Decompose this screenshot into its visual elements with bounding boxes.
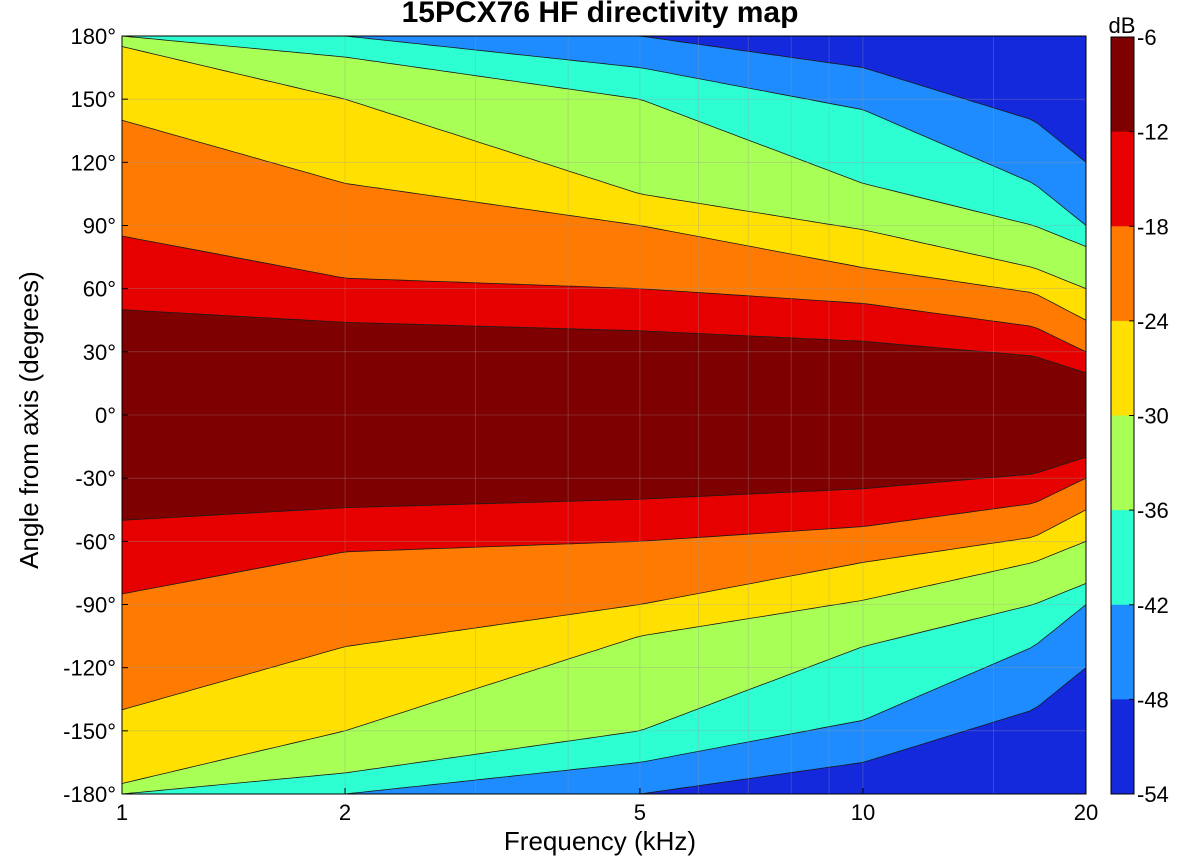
y-tick-label: -120° <box>63 656 116 681</box>
y-tick-label: -60° <box>75 529 116 554</box>
y-tick-label: 90° <box>83 214 116 239</box>
y-axis-label: Angle from axis (degrees) <box>14 271 44 569</box>
y-tick-label: -150° <box>63 719 116 744</box>
colorbar-tick-label: -48 <box>1137 687 1169 712</box>
y-tick-label: 0° <box>95 403 116 428</box>
plot-area <box>121 35 1087 795</box>
x-tick-label: 1 <box>116 800 128 825</box>
colorbar-segment <box>1111 415 1134 511</box>
y-tick-label: 150° <box>70 87 116 112</box>
x-tick-label: 20 <box>1074 800 1098 825</box>
colorbar-segment <box>1111 604 1134 700</box>
x-axis: 1 2 5 10 20 <box>116 788 1098 825</box>
colorbar-tick-label: -6 <box>1137 25 1157 50</box>
y-tick-label: 30° <box>83 340 116 365</box>
colorbar-segment <box>1111 37 1134 133</box>
x-tick-label: 5 <box>634 800 646 825</box>
colorbar-segment <box>1111 699 1134 795</box>
y-tick-label: -180° <box>63 782 116 807</box>
y-tick-label: 60° <box>83 277 116 302</box>
y-tick-label: 120° <box>70 150 116 175</box>
colorbar-segment <box>1111 320 1134 416</box>
colorbar-unit-label: dB <box>1109 13 1136 38</box>
grid-lines <box>122 36 1086 794</box>
colorbar-tick-label: -36 <box>1137 498 1169 523</box>
x-axis-label: Frequency (kHz) <box>504 826 696 856</box>
colorbar-tick-label: -12 <box>1137 120 1169 145</box>
colorbar-segment <box>1111 226 1134 322</box>
colorbar-tick-label: -54 <box>1137 782 1169 807</box>
colorbar-tick-label: -42 <box>1137 593 1169 618</box>
y-tick-label: 180° <box>70 24 116 49</box>
y-axis: 180° 150° 120° 90° 60° 30° 0° -30° -60° -90° -120°… <box>63 24 128 807</box>
y-tick-label: -90° <box>75 593 116 618</box>
x-tick-label: 10 <box>851 800 875 825</box>
colorbar-tick-label: -24 <box>1137 309 1169 334</box>
colorbar-tick-label: -30 <box>1137 404 1169 429</box>
colorbar-tick-label: -18 <box>1137 214 1169 239</box>
chart-title: 15PCX76 HF directivity map <box>402 0 799 29</box>
x-tick-label: 2 <box>339 800 351 825</box>
colorbar-segment <box>1111 131 1134 227</box>
y-tick-label: -30° <box>75 466 116 491</box>
colorbar-segment <box>1111 510 1134 606</box>
colorbar: -6 -12 -18 -24 -30 -36 -42 -48 -54 dB <box>1109 13 1169 807</box>
